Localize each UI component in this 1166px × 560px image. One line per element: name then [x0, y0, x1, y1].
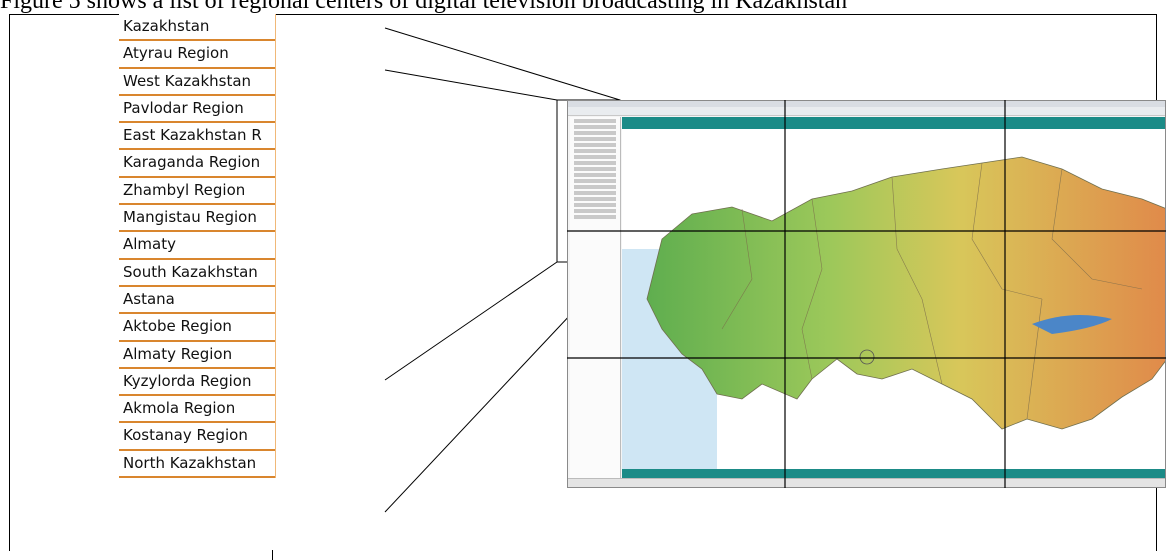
region-list-item: Karaganda Region [119, 150, 275, 178]
callout-line-1 [384, 27, 621, 101]
region-list-item: Zhambyl Region [119, 178, 275, 206]
region-tree-panel [570, 117, 621, 481]
map-top-band [622, 117, 1165, 129]
region-list-item: Akmola Region [119, 396, 275, 424]
region-list-item: Almaty [119, 232, 275, 260]
map-application-screenshot [567, 100, 1166, 488]
region-list-item: Kazakhstan [119, 14, 275, 42]
region-list-item: Mangistau Region [119, 205, 275, 233]
map-view [622, 117, 1165, 481]
region-list-item: Astana [119, 287, 275, 315]
region-list-item: Kyzylorda Region [119, 369, 275, 397]
map-grid-overlay [567, 100, 1166, 488]
figure-caption: Figure 5 shows a list of regional center… [0, 0, 848, 14]
region-list: Kazakhstan Atyrau Region West Kazakhstan Pa… [119, 14, 276, 479]
region-list-item: East Kazakhstan R [119, 123, 275, 151]
region-list-item: West Kazakhstan [119, 69, 275, 96]
region-list-item: Atyrau Region [119, 41, 275, 69]
window-titlebar [568, 101, 1165, 107]
window-toolbar [568, 107, 1165, 116]
region-list-item: Almaty Region [119, 342, 275, 369]
region-list-item: North Kazakhstan [119, 451, 275, 479]
region-list-item: Aktobe Region [119, 314, 275, 342]
callout-line-3 [384, 261, 558, 381]
callout-line-2 [384, 69, 558, 101]
region-list-item: South Kazakhstan [119, 260, 275, 287]
balkhash-lake [1032, 315, 1112, 334]
region-list-item: Kostanay Region [119, 423, 275, 451]
list-bottom-rule [272, 550, 273, 560]
aral-marker [859, 349, 875, 365]
kazakhstan-map [622, 156, 1165, 469]
window-statusbar [568, 478, 1165, 487]
region-list-item: Pavlodar Region [119, 96, 275, 124]
